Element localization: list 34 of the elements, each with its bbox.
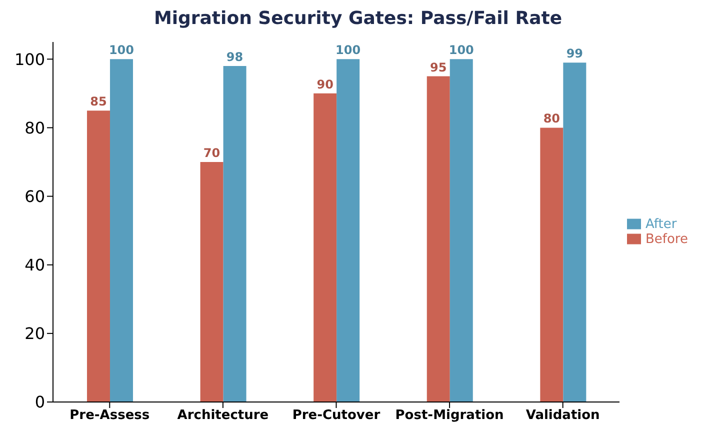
bar [314, 93, 337, 402]
data-label: 80 [543, 112, 560, 126]
y-tick-label: 60 [24, 186, 45, 206]
data-label: 100 [336, 43, 361, 58]
x-tick-label: Post-Migration [395, 408, 504, 424]
y-tick-label: 40 [24, 256, 45, 275]
bar [540, 128, 564, 402]
x-tick-label: Architecture [177, 408, 269, 424]
legend-label: After [645, 217, 677, 232]
bar [110, 59, 133, 402]
x-tick-label: Pre-Cutover [292, 408, 381, 424]
data-label: 100 [448, 43, 474, 58]
bar [223, 66, 246, 402]
bar [563, 62, 586, 402]
y-tick-label: 20 [24, 324, 45, 344]
bar [426, 76, 450, 402]
y-tick-label: 100 [14, 50, 45, 69]
y-tick-label: 0 [34, 392, 45, 412]
data-label: 90 [316, 77, 334, 92]
y-tick-label: 80 [24, 118, 45, 138]
data-label: 70 [203, 146, 220, 160]
bar [86, 110, 110, 402]
x-tick-label: Validation [526, 408, 600, 424]
data-label: 85 [90, 94, 107, 109]
bar [336, 59, 360, 402]
bar [200, 162, 224, 402]
data-label: 100 [108, 43, 134, 58]
x-tick-label: Pre-Assess [70, 408, 150, 424]
data-label: 99 [566, 46, 584, 61]
chart-title: Migration Security Gates: Pass/Fail Rate [152, 8, 564, 31]
bar [450, 59, 473, 402]
data-label: 98 [226, 50, 244, 64]
legend-label: Before [645, 232, 688, 247]
data-label: 95 [430, 60, 447, 74]
